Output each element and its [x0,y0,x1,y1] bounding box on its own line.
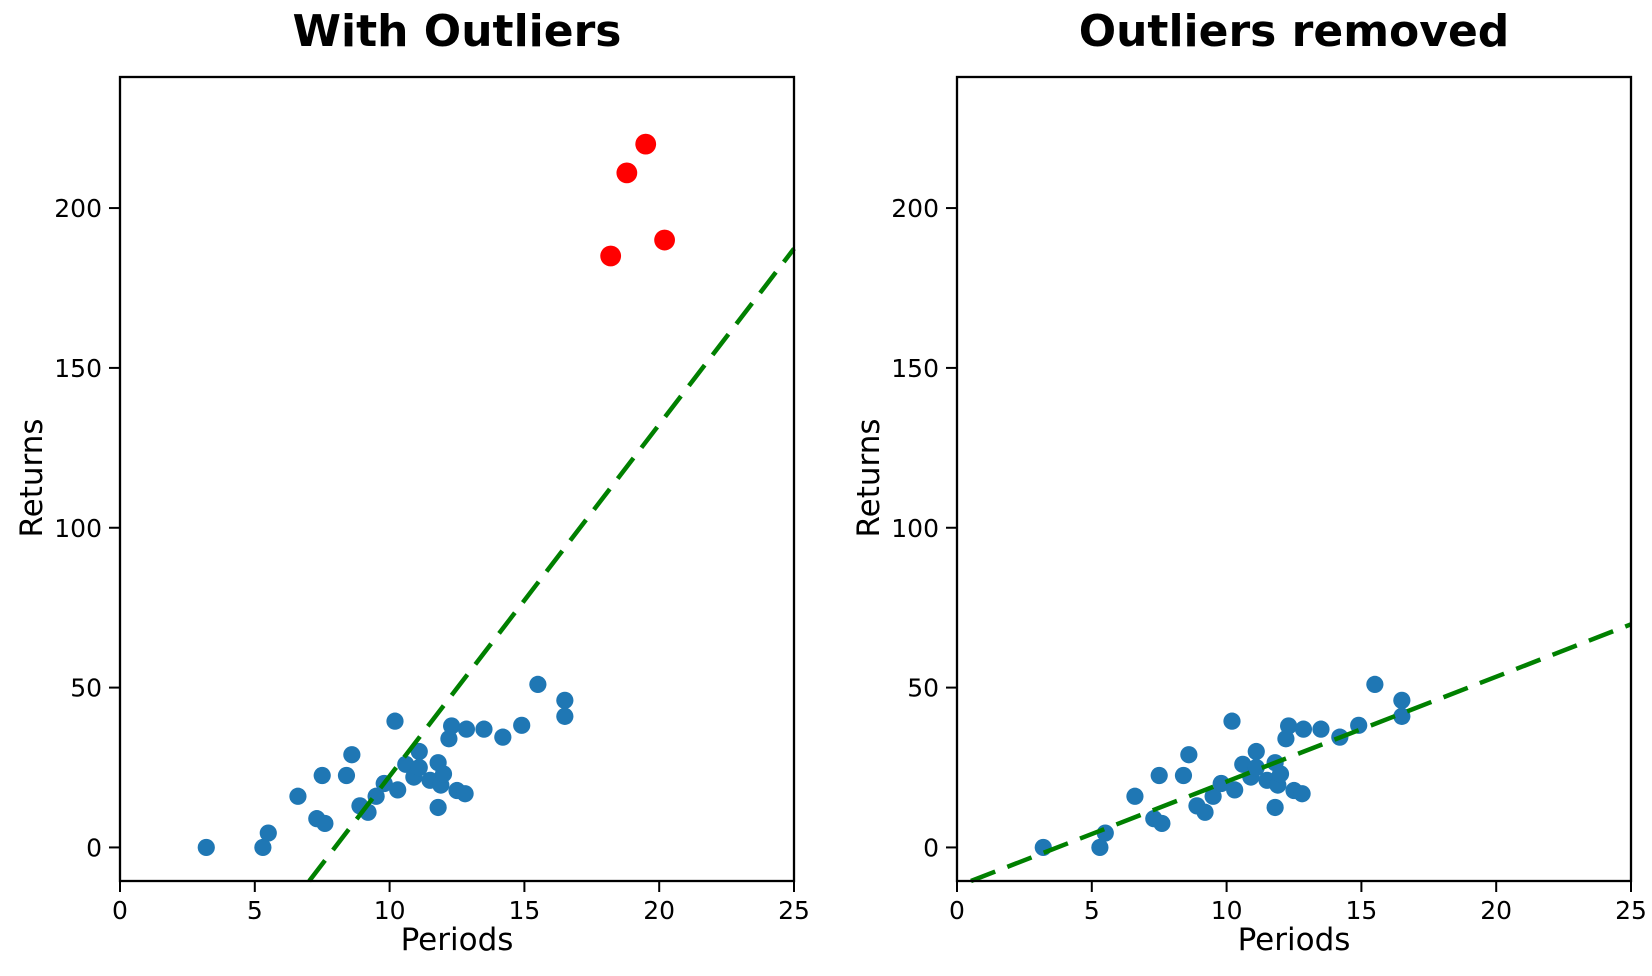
axes-frame [955,75,1633,883]
returns-inliers-point [1366,675,1384,693]
y-tick-label: 0 [86,833,102,862]
returns-inliers-point [1204,787,1222,805]
y-axis-label-right: Returns [851,418,887,538]
returns-inliers-point [1226,781,1244,799]
returns-inliers-point [440,730,458,748]
returns-inliers-point [513,716,531,734]
x-tick-label: 5 [1084,896,1100,925]
returns-inliers-point [410,742,428,761]
returns-inliers-point [1277,730,1295,748]
returns-inliers-point [1174,766,1193,785]
returns-inliers-point [343,746,361,764]
returns-inliers-point [397,755,415,773]
returns-inliers-point [529,675,547,693]
returns-inliers-point [443,717,461,735]
returns-inliers-point [289,787,307,805]
returns-inliers-point [1393,691,1411,709]
returns-inliers-point [494,728,512,746]
y-tick-label: 200 [891,194,939,223]
returns-inliers-point [1212,774,1230,793]
x-tick-label: 20 [643,896,675,925]
returns-inliers-point [1153,814,1171,833]
y-tick-label: 200 [54,194,102,223]
x-tick-label: 0 [112,896,128,925]
regression-fit-line [307,247,796,883]
x-tick-label: 0 [949,896,965,925]
returns-inliers-point [1393,707,1411,725]
returns-inliers-point [1266,798,1284,817]
returns-inliers-point [556,707,574,725]
returns-inliers-point [1312,720,1330,738]
x-tick-label: 10 [1211,896,1243,925]
returns-inliers-point [1294,720,1313,738]
returns-inliers-point [259,824,277,842]
returns-inliers-point [316,814,334,833]
subplot-outliers-removed: 0 5 10 15 20 25 0 50 100 150 200 [891,75,1647,925]
returns-inliers-point [475,720,493,738]
y-tick-label: 150 [891,354,939,383]
returns-inliers-point [1180,746,1198,764]
y-tick-label: 0 [923,833,939,862]
returns-inliers-point [1280,717,1298,735]
returns-inliers-point [313,766,331,785]
returns-inliers-point [456,785,474,803]
returns-inliers-point [197,838,215,857]
returns-inliers-point [1247,742,1265,761]
x-axis-label-right: Periods [1237,922,1351,958]
returns-outliers-point [635,133,657,155]
returns-inliers-point [1034,838,1052,857]
scatter-canvas-with-outliers: 0 5 10 15 20 25 0 50 100 150 200 [54,75,810,925]
returns-inliers-point [1271,765,1290,783]
returns-inliers-point [254,838,272,857]
returns-outliers-point [616,162,638,184]
plot-title-outliers-removed: Outliers removed [1078,6,1510,57]
x-tick-label: 5 [247,896,263,925]
scatter-canvas-outliers-removed: 0 5 10 15 20 25 0 50 100 150 200 [891,75,1647,925]
returns-outliers-point [654,229,675,251]
x-tick-label: 25 [778,896,810,925]
returns-inliers-point [1223,712,1241,730]
x-tick-label: 25 [1615,896,1647,925]
regression-fit-line [970,622,1632,884]
returns-inliers-point [1196,803,1214,821]
axes-frame [118,75,796,883]
returns-inliers-point [1150,766,1168,785]
x-axis-label-left: Periods [400,922,514,958]
x-tick-label: 10 [374,896,406,925]
y-tick-label: 100 [891,514,939,543]
returns-inliers-point [434,765,453,783]
returns-inliers-point [1293,785,1311,803]
y-tick-label: 100 [54,514,102,543]
returns-inliers-point [389,781,407,799]
returns-inliers-point [1091,838,1109,857]
returns-inliers-point [1247,758,1265,777]
x-tick-label: 20 [1480,896,1512,925]
returns-inliers-point [1234,755,1252,773]
returns-inliers-point [410,758,428,777]
subplot-with-outliers: 0 5 10 15 20 25 0 50 100 150 200 [54,75,810,925]
returns-inliers-point [429,798,447,817]
y-axis-label-left: Returns [14,418,50,538]
returns-inliers-point [556,691,574,709]
y-tick-label: 150 [54,354,102,383]
returns-outliers-point [600,245,622,267]
returns-inliers-point [386,712,404,730]
y-tick-label: 50 [907,674,939,703]
returns-inliers-point [457,720,476,738]
x-tick-label: 15 [508,896,540,925]
x-tick-label: 15 [1345,896,1377,925]
returns-inliers-point [337,766,356,785]
returns-inliers-point [1126,787,1144,805]
y-tick-label: 50 [70,674,102,703]
plot-title-with-outliers: With Outliers [292,6,622,57]
